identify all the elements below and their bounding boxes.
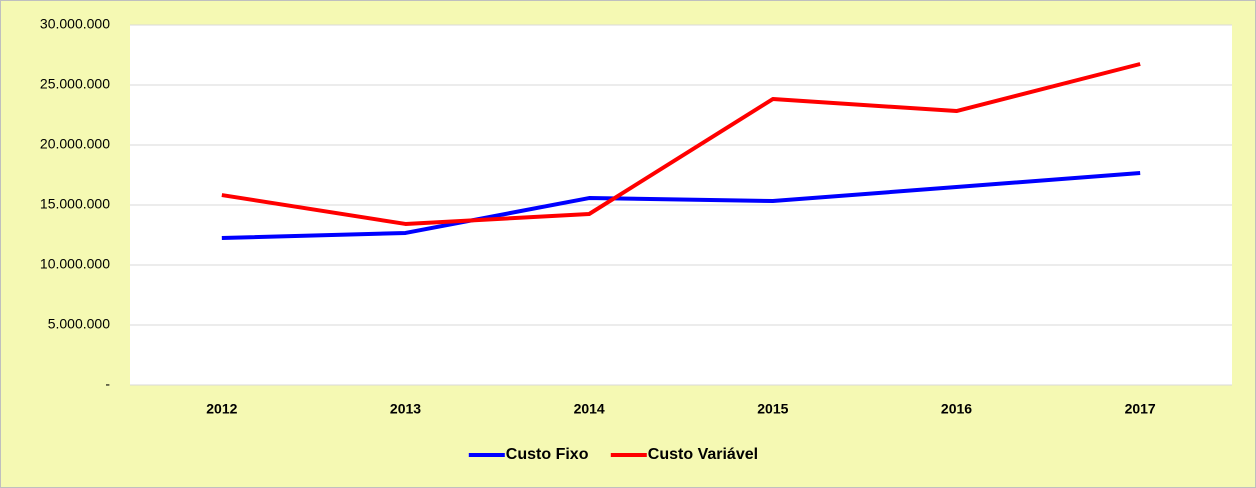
x-tick-label: 2015 <box>757 401 788 417</box>
y-tick-label: 25.000.000 <box>40 76 110 92</box>
y-tick-label: 10.000.000 <box>40 256 110 272</box>
y-tick-label: 5.000.000 <box>48 316 110 332</box>
y-tick-label: - <box>105 376 110 392</box>
y-tick-label: 15.000.000 <box>40 196 110 212</box>
x-tick-label: 2017 <box>1125 401 1156 417</box>
x-tick-label: 2016 <box>941 401 972 417</box>
line-series <box>221 170 1141 240</box>
y-tick-label: 20.000.000 <box>40 136 110 152</box>
line-series <box>221 62 1141 226</box>
y-tick-label: 30.000.000 <box>40 16 110 32</box>
x-tick-label: 2013 <box>390 401 421 417</box>
legend-label: Custo Fixo <box>506 446 589 463</box>
x-tick-label: 2014 <box>574 401 605 417</box>
legend-label: Custo Variável <box>648 446 758 463</box>
x-tick-label: 2012 <box>206 401 237 417</box>
